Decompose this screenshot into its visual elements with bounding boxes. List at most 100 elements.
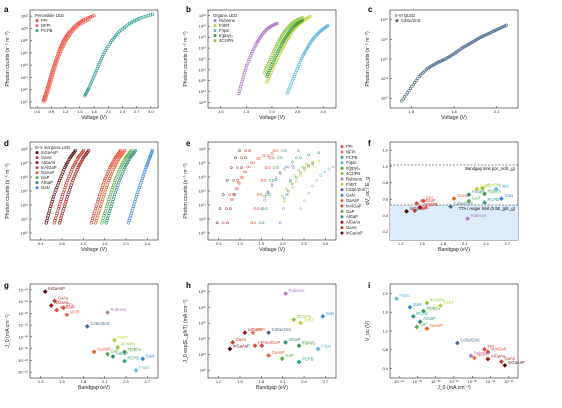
series-nfpi-point — [49, 77, 53, 82]
series-firbt-point — [290, 186, 294, 189]
bandgap-limit-label: Bandgap limit (qV_oc/E_g) — [465, 166, 515, 171]
series-firpic-point — [295, 66, 300, 70]
y-tick-label: 10²⁰ — [21, 160, 29, 165]
panel-i-label: i — [368, 281, 370, 290]
series-gaas-point — [74, 159, 78, 163]
series-pcpb-point — [290, 160, 294, 164]
series-gan-point — [147, 157, 151, 161]
y-axis-label: qV_oc / E_g — [365, 177, 371, 205]
series-rubrene-point — [250, 51, 254, 55]
point-fpi — [61, 305, 66, 311]
panel-a-label: a — [4, 5, 9, 14]
point-label-gaasp: GaAsP — [457, 193, 470, 198]
series-gaasp-point — [271, 156, 275, 160]
point-label-algap: AlGaP — [472, 189, 484, 194]
panel-c-frame — [389, 9, 519, 109]
series-rubrene-point — [270, 182, 274, 186]
legend-entry-firpic: FIrpic — [219, 28, 229, 33]
panel-b: b 1.0 1.5 2.0 2.5 3.0 10¹³ 10¹⁴ 10¹⁵ 10¹⁶ 10¹⁷ 10¹⁸… — [183, 5, 337, 121]
point-label-fpi: FPI — [488, 344, 495, 349]
legend-marker-cdse-zns — [340, 188, 344, 192]
series-fpi-point — [51, 65, 56, 69]
x-tick-label: 0.5 — [216, 241, 222, 246]
series-4czipn-point — [269, 55, 273, 60]
series-gan-point — [297, 149, 300, 153]
x-tick-label: 2.1 — [494, 109, 500, 114]
series-ingaasp-point — [65, 161, 70, 165]
series-gap-point — [120, 162, 124, 166]
series-algap-point — [271, 179, 275, 182]
x-tick-label: 10⁻⁴⁰ — [394, 379, 404, 384]
y-tick-label: 10¹⁰ — [199, 230, 207, 235]
legend-entry-fpi: FPI — [41, 18, 48, 23]
series-gap-point — [258, 221, 262, 225]
series-gaas-point — [236, 166, 239, 169]
legend-entry-gaas: GaAs — [41, 155, 51, 160]
panel-e-label: e — [186, 139, 191, 148]
series-4czipn-point — [271, 52, 275, 56]
point-gan — [407, 304, 413, 310]
series-rubrene-point — [266, 190, 270, 194]
point-4czipn — [291, 317, 297, 322]
x-tick-label: 2.7 — [145, 379, 151, 384]
point-rubrene — [283, 291, 288, 296]
series-gap-point — [261, 207, 265, 211]
legend-entry-firbt: FIrBT — [219, 23, 230, 28]
y-axis-label: J_0 exp(E_g/kT) (mA cm⁻²) — [183, 299, 189, 363]
series-firbt-point — [282, 200, 286, 203]
series-pcpb-point — [142, 15, 146, 19]
series-rubrene-point — [251, 48, 255, 52]
point-label-pcpb: PCPB — [416, 311, 428, 316]
series-gaas-point — [75, 157, 79, 161]
x-axis-label: Voltage (V) — [81, 115, 107, 121]
legend-marker-gaasp — [340, 199, 344, 203]
y-tick-label: 10²¹ — [21, 26, 29, 31]
point-label-ir-ppy: Ir(ppy)₃ — [427, 306, 441, 311]
panel-c-label: c — [368, 5, 373, 14]
legend-marker-pcpb — [35, 29, 39, 33]
y-tick-label: 10¹⁷ — [21, 75, 29, 80]
series-nfpi-point — [57, 55, 61, 59]
series-gan-point — [285, 193, 288, 196]
x-tick-label: 2.7 — [505, 241, 511, 246]
series-gap-point — [264, 193, 268, 196]
series-gaasp-point — [253, 221, 257, 225]
legend-marker-gan — [340, 193, 344, 197]
series-4czipn-point — [270, 53, 274, 58]
series-fpi-point — [87, 16, 91, 20]
series-gap-point — [129, 149, 133, 153]
x-tick-label: 2.1 — [462, 241, 468, 246]
series-inalgap-point — [253, 207, 257, 211]
series-firpic-point — [331, 165, 335, 169]
point-inalgap — [54, 307, 60, 313]
series-gaas-point — [72, 162, 77, 166]
series-gan-point — [292, 166, 295, 169]
point-ingaasp — [42, 289, 48, 295]
series-firbt-point — [307, 165, 310, 169]
x-tick-label: 1.2 — [81, 241, 87, 246]
series-ir-ppy-point — [290, 182, 294, 186]
series-pcpb-point — [317, 151, 321, 155]
series-pcpb-point — [127, 21, 132, 26]
series-inalgap-point — [108, 166, 112, 170]
point-label-algaas: AlGaAs — [248, 327, 262, 332]
y-tick-label: 10¹⁸ — [199, 174, 207, 179]
legend-title: Organic LED — [213, 13, 237, 18]
series-gaas-point — [240, 156, 243, 160]
series-pcpb-point — [136, 17, 140, 21]
point-label-firbt: FIrBT — [480, 184, 491, 189]
series-ir-ppy-point — [268, 66, 272, 71]
y-tick-label: 10²⁰ — [199, 160, 207, 165]
legend-marker-fpi — [340, 145, 344, 149]
series-algap-point — [268, 193, 271, 196]
series-firpic-point — [299, 207, 302, 211]
series-firbt-point — [286, 193, 290, 196]
point-firbt — [474, 186, 480, 192]
point-label-pcpb: PCPB — [128, 356, 140, 361]
series-nfpi-point — [45, 91, 49, 95]
x-tick-label: 10⁻¹⁵ — [486, 379, 496, 384]
series-nfpi-point — [77, 23, 81, 27]
y-tick-label: 10²¹ — [199, 13, 207, 18]
y-tick-label: 10¹⁷ — [199, 56, 207, 61]
series-nfpi-point — [60, 46, 64, 50]
